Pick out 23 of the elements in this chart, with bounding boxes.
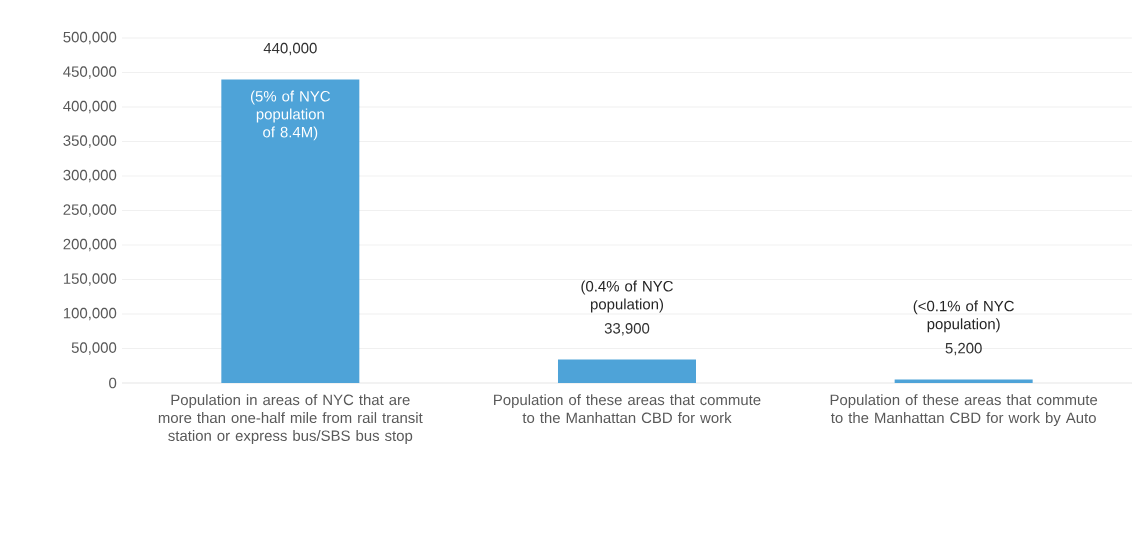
data-label: 33,900 — [604, 323, 650, 336]
data-label: 440,000 — [263, 42, 317, 56]
x-tick-label: Population of these areas that commute to the Manhattan CBD for work by Auto — [830, 394, 1098, 427]
y-tick-label: 0 — [109, 377, 117, 389]
annotation: (<0.1% of NYC population) — [913, 300, 1014, 333]
y-tick-label: 500,000 — [63, 31, 117, 45]
y-tick-label: 400,000 — [63, 100, 117, 114]
y-tick-label: 250,000 — [63, 204, 117, 217]
y-tick-label: 50,000 — [71, 342, 117, 355]
y-tick-label: 450,000 — [63, 66, 117, 79]
y-tick-label: 350,000 — [63, 135, 117, 148]
bar — [894, 379, 1033, 383]
y-tick-label: 150,000 — [63, 273, 117, 286]
bar — [557, 359, 696, 383]
x-tick-label: Population of these areas that commute to the Manhattan CBD for work — [494, 394, 761, 424]
y-tick-label: 100,000 — [63, 307, 117, 321]
annotation: (0.4% of NYC population) — [581, 280, 673, 313]
data-label: 5,200 — [945, 342, 982, 356]
y-tick-label: 200,000 — [63, 238, 117, 252]
bar — [221, 79, 360, 383]
y-tick-label: 300,000 — [63, 169, 117, 183]
x-tick-label: Population in areas of NYC that are more than one-half mile from rail transit station or express bus/SBS bus stop — [158, 394, 423, 444]
annotation: (5% of NYC population of 8.4M) — [250, 90, 331, 141]
